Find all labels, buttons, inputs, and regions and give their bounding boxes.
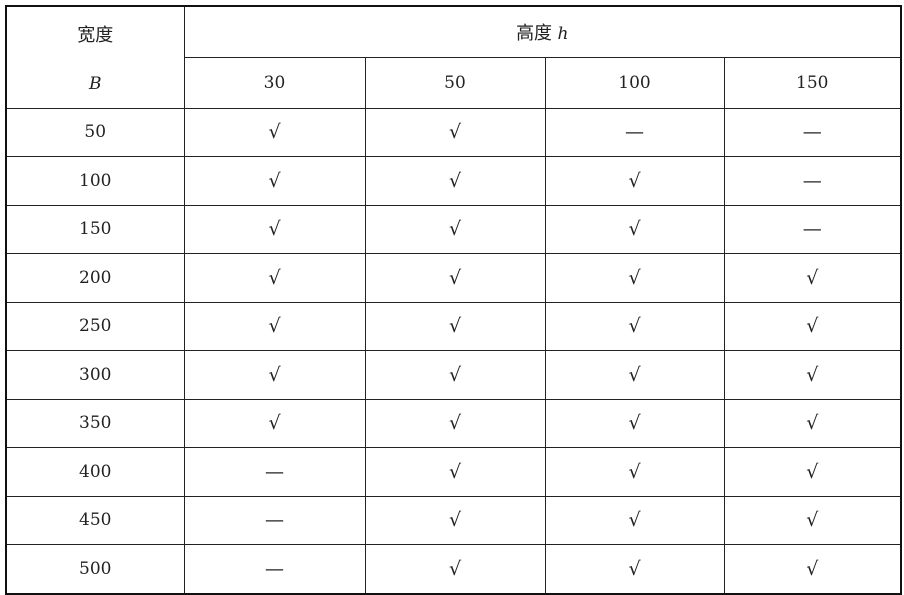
height-header-cell: 高度 h [183,5,902,58]
check-mark-cell: √ [183,253,366,303]
dash-cell: — [723,204,902,254]
table-row: 250 √ √ √ √ [5,301,902,351]
check-mark-cell: √ [544,447,725,497]
size-table: 宽度 B 高度 h 30 50 100 150 50 √ √ — —100 √ √ √ —150… [5,5,902,595]
table-row: 300 √ √ √ √ [5,350,902,400]
width-value-cell: 250 [5,301,185,351]
table-row: 400— √ √ √ [5,447,902,497]
check-mark-cell: √ [544,204,725,254]
height-column-header: 30 [183,56,366,109]
height-column-header: 150 [723,56,902,109]
check-mark-cell: √ [183,204,366,254]
height-symbol: h [557,23,569,44]
width-value-cell: 500 [5,544,185,594]
check-mark-cell: √ [364,253,546,303]
width-value-cell: 100 [5,156,185,206]
check-mark-cell: √ [723,350,902,400]
check-mark-cell: √ [364,204,546,254]
check-mark-cell: √ [183,301,366,351]
width-value-cell: 300 [5,350,185,400]
check-mark-cell: √ [364,495,546,545]
dash-cell: — [183,447,366,497]
table-row: 100 √ √ √ — [5,156,902,206]
check-mark-cell: √ [364,398,546,448]
check-mark-cell: √ [544,544,725,594]
width-symbol: B [89,73,102,94]
check-mark-cell: √ [723,544,902,594]
height-column-header: 100 [544,56,725,109]
check-mark-cell: √ [364,350,546,400]
table-row: 50 √ √ — — [5,107,902,157]
check-mark-cell: √ [544,156,725,206]
check-mark-cell: √ [544,350,725,400]
check-mark-cell: √ [544,398,725,448]
width-value-cell: 150 [5,204,185,254]
table-row: 150 √ √ √ — [5,204,902,254]
dash-cell: — [723,156,902,206]
width-value-cell: 400 [5,447,185,497]
dash-cell: — [723,107,902,157]
table-row: 450— √ √ √ [5,495,902,545]
check-mark-cell: √ [183,156,366,206]
check-mark-cell: √ [544,253,725,303]
check-mark-cell: √ [364,107,546,157]
check-mark-cell: √ [723,447,902,497]
check-mark-cell: √ [183,107,366,157]
check-mark-cell: √ [723,495,902,545]
check-mark-cell: √ [544,495,725,545]
width-value-cell: 50 [5,107,185,157]
check-mark-cell: √ [723,253,902,303]
check-mark-cell: √ [723,398,902,448]
width-value-cell: 200 [5,253,185,303]
check-mark-cell: √ [183,398,366,448]
check-mark-cell: √ [364,156,546,206]
check-mark-cell: √ [183,350,366,400]
check-mark-cell: √ [364,447,546,497]
table-row: 500— √ √ √ [5,544,902,594]
width-header: 宽度 [77,24,114,46]
height-header: 高度 [516,22,553,44]
dash-cell: — [544,107,725,157]
height-column-header: 50 [364,56,546,109]
check-mark-cell: √ [723,301,902,351]
dash-cell: — [183,495,366,545]
check-mark-cell: √ [364,301,546,351]
table-row: 200 √ √ √ √ [5,253,902,303]
table-row: 350 √ √ √ √ [5,398,902,448]
check-mark-cell: √ [544,301,725,351]
width-value-cell: 350 [5,398,185,448]
width-header-cell: 宽度 B [5,5,185,109]
check-mark-cell: √ [364,544,546,594]
dash-cell: — [183,544,366,594]
width-value-cell: 450 [5,495,185,545]
